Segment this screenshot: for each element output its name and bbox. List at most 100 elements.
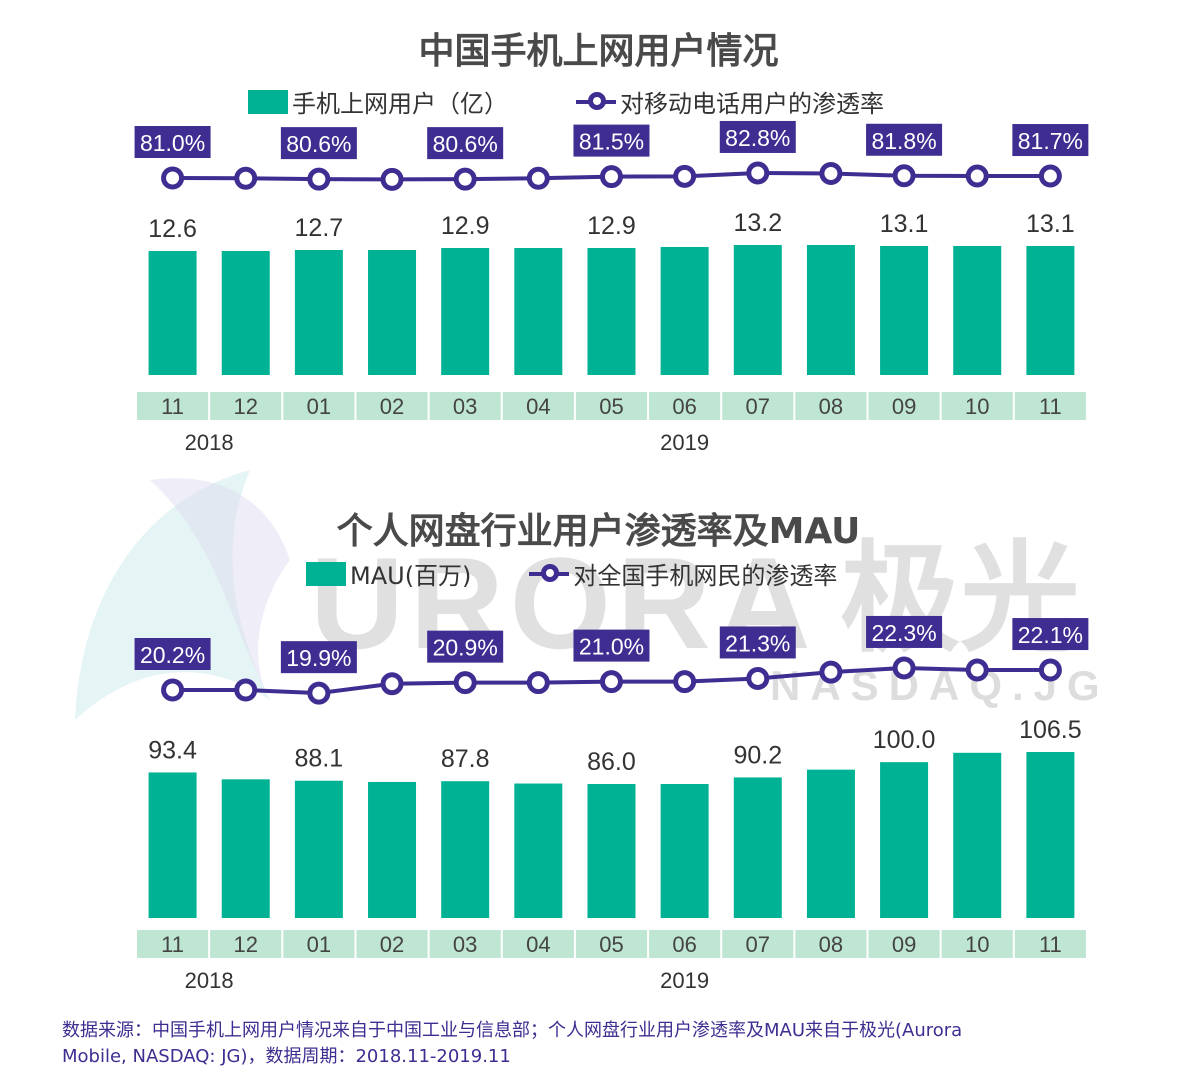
x-tick-label: 09 bbox=[892, 932, 916, 957]
line-value-badge bbox=[719, 120, 796, 153]
line-value-label: 21.3% bbox=[725, 630, 790, 656]
line-marker bbox=[892, 656, 916, 680]
x-axis-cell bbox=[429, 392, 501, 420]
line-marker bbox=[673, 164, 697, 188]
bar bbox=[441, 248, 490, 375]
x-tick-label: 11 bbox=[1039, 932, 1062, 957]
bar bbox=[733, 777, 782, 918]
x-axis-cell bbox=[502, 392, 574, 420]
x-axis-cell bbox=[502, 930, 574, 958]
x-tick-label: 07 bbox=[746, 394, 770, 419]
bar bbox=[587, 248, 636, 375]
x-axis-cell bbox=[210, 930, 282, 958]
x-axis-cell bbox=[356, 392, 428, 420]
line-marker bbox=[234, 166, 258, 190]
line-value-badge bbox=[1012, 618, 1089, 651]
x-tick-label: 08 bbox=[819, 932, 843, 957]
line-value-badge bbox=[427, 127, 504, 160]
x-axis-cell bbox=[283, 930, 355, 958]
bar bbox=[148, 251, 197, 375]
line-marker bbox=[234, 678, 258, 702]
x-axis-cell bbox=[868, 392, 940, 420]
bar bbox=[953, 752, 1002, 918]
bar-value-label: 13.1 bbox=[880, 210, 929, 238]
x-axis-cell bbox=[575, 392, 648, 420]
line-marker bbox=[1038, 658, 1062, 682]
x-axis-cell bbox=[356, 930, 428, 958]
line-marker bbox=[526, 671, 550, 695]
line-value-badge bbox=[427, 630, 504, 663]
x-tick-label: 03 bbox=[453, 932, 477, 957]
x-tick-label: 02 bbox=[380, 932, 404, 957]
bar bbox=[148, 772, 197, 918]
bar-value-label: 100.0 bbox=[873, 726, 936, 754]
line-marker bbox=[746, 161, 770, 185]
bar-value-label: 12.9 bbox=[441, 212, 490, 240]
x-axis-cell bbox=[795, 930, 867, 958]
bar-value-label: 12.9 bbox=[587, 212, 636, 240]
bar bbox=[514, 248, 563, 375]
x-axis-cell bbox=[429, 930, 501, 958]
x-tick-label: 12 bbox=[233, 932, 257, 957]
x-tick-label: 09 bbox=[892, 394, 916, 419]
x-tick-label: 03 bbox=[453, 394, 477, 419]
x-tick-label: 12 bbox=[233, 394, 257, 419]
line-marker bbox=[1038, 164, 1062, 188]
x-tick-label: 04 bbox=[526, 932, 550, 957]
line-marker bbox=[161, 678, 185, 702]
bar bbox=[1026, 752, 1075, 918]
x-axis-cell bbox=[1014, 930, 1086, 958]
line-value-badge bbox=[280, 641, 357, 674]
line-value-label: 20.2% bbox=[140, 642, 205, 668]
bar-value-label: 106.5 bbox=[1019, 716, 1082, 744]
legend-item-line: 对全国手机网民的渗透率 bbox=[529, 556, 837, 591]
line-value-label: 21.0% bbox=[579, 634, 644, 660]
line-marker bbox=[599, 165, 623, 189]
x-axis-cell bbox=[649, 930, 721, 958]
line-marker bbox=[161, 166, 185, 190]
line-marker bbox=[673, 670, 697, 694]
year-label: 2018 bbox=[185, 968, 234, 993]
x-tick-label: 08 bbox=[819, 394, 843, 419]
line-marker bbox=[526, 166, 550, 190]
bar-value-label: 93.4 bbox=[148, 736, 197, 764]
line-value-label: 81.0% bbox=[140, 130, 205, 156]
line-marker-icon bbox=[529, 562, 570, 586]
line-marker bbox=[307, 681, 331, 705]
legend-label: MAU(百万) bbox=[350, 562, 472, 590]
bar bbox=[806, 245, 855, 375]
year-label: 2018 bbox=[185, 430, 234, 455]
x-axis-cell bbox=[941, 930, 1013, 958]
x-axis-cell bbox=[722, 392, 794, 420]
x-axis-cell bbox=[795, 392, 867, 420]
bar bbox=[660, 247, 709, 375]
line-marker bbox=[380, 167, 404, 191]
line-value-badge bbox=[573, 629, 650, 662]
x-tick-label: 05 bbox=[599, 932, 623, 957]
line-marker bbox=[453, 167, 477, 191]
bar bbox=[221, 251, 270, 375]
year-label: 2019 bbox=[660, 968, 709, 993]
x-tick-label: 07 bbox=[746, 932, 770, 957]
line-value-label: 81.7% bbox=[1018, 128, 1083, 154]
legend-label: 手机上网用户（亿） bbox=[292, 90, 508, 118]
x-axis-cell bbox=[868, 930, 940, 958]
x-tick-label: 04 bbox=[526, 394, 550, 419]
bar-value-label: 12.7 bbox=[295, 214, 344, 242]
bar bbox=[294, 780, 343, 918]
bar bbox=[1026, 246, 1075, 375]
x-axis-cell bbox=[575, 930, 648, 958]
legend-item-bar: 手机上网用户（亿） bbox=[248, 84, 508, 119]
line-value-badge bbox=[134, 126, 211, 158]
line-value-label: 19.9% bbox=[286, 645, 351, 671]
legend-item-line: 对移动电话用户的渗透率 bbox=[576, 84, 884, 119]
x-axis-cell bbox=[137, 392, 209, 420]
bar bbox=[368, 781, 417, 918]
x-axis-cell bbox=[941, 392, 1013, 420]
line-value-badge bbox=[1012, 124, 1089, 157]
line-marker bbox=[380, 672, 404, 696]
line-marker bbox=[746, 666, 770, 690]
x-tick-label: 11 bbox=[161, 394, 184, 419]
